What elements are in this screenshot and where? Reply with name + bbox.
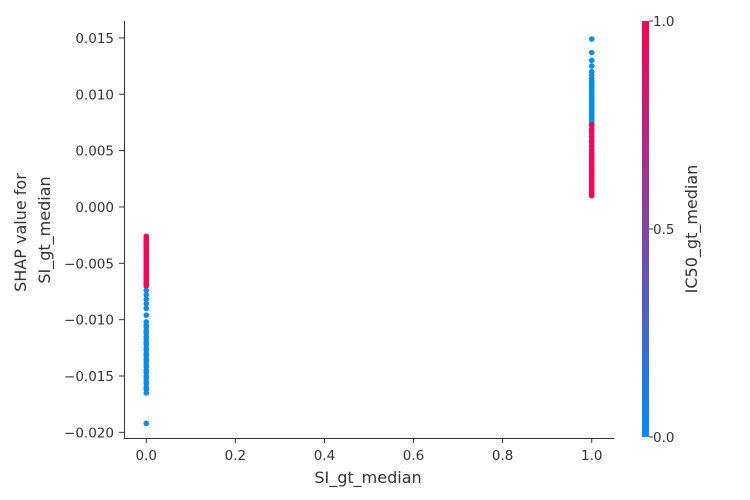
y-tick-label: 0.005: [75, 144, 114, 160]
y-axis-title-line-1: SHAP value for: [11, 173, 30, 292]
scatter-point: [588, 192, 595, 199]
scatter-point: [143, 292, 150, 298]
x-tick-label: 0.2: [225, 448, 246, 464]
y-axis-title: SHAP value for SI_gt_median: [11, 168, 55, 292]
y-tick-label: −0.020: [64, 425, 114, 441]
y-tick-label: 0.010: [75, 87, 114, 103]
scatter-point: [143, 283, 150, 289]
axes: 0.0 0.2 0.4 0.6 0.8 1.0 0.015 0.010 0.005 0.000 −…: [64, 21, 614, 464]
scatter-point: [143, 296, 150, 303]
colorbar-tick-label: 0.5: [653, 222, 674, 238]
colorbar-gradient: [642, 21, 649, 437]
scatter-point: [143, 305, 150, 312]
scatter-point: [588, 129, 595, 136]
scatter-point: [588, 36, 595, 42]
scatter-point: [588, 63, 595, 69]
y-tick-label: −0.015: [64, 369, 114, 385]
y-tick-label: −0.005: [64, 256, 114, 272]
colorbar-tick-label: 0.0: [653, 430, 674, 446]
x-tick-label: 0.8: [492, 448, 513, 464]
x-tick-label: 0.6: [403, 448, 424, 464]
x-tick-label: 0.0: [136, 448, 157, 464]
colorbar-ticks: 0.0 0.5 1.0: [649, 14, 674, 446]
scatter-point: [143, 312, 150, 318]
x-ticks: 0.0 0.2 0.4 0.6 0.8 1.0: [136, 438, 602, 464]
scatter-point: [588, 57, 595, 64]
y-ticks: 0.015 0.010 0.005 0.000 −0.005 −0.010 −0.015 −0…: [64, 31, 124, 441]
scatter-point: [143, 420, 150, 427]
scatter-points: [143, 36, 595, 427]
y-tick-label: −0.010: [64, 313, 114, 329]
y-tick-label: 0.015: [75, 31, 114, 47]
scatter-point: [143, 301, 150, 307]
scatter-point: [588, 49, 595, 56]
scatter-point: [588, 138, 595, 145]
x-tick-label: 1.0: [581, 448, 602, 464]
colorbar-tick-label: 1.0: [653, 14, 674, 30]
scatter-point: [588, 121, 595, 128]
colorbar: 0.0 0.5 1.0 IC50_gt_median: [642, 14, 702, 446]
y-tick-label: 0.000: [75, 200, 114, 216]
x-tick-label: 0.4: [314, 448, 335, 464]
colorbar-title: IC50_gt_median: [682, 165, 702, 294]
scatter-point: [588, 134, 595, 140]
scatter-point: [143, 319, 150, 325]
y-axis-title-line-2: SI_gt_median: [35, 176, 55, 283]
x-axis-title: SI_gt_median: [314, 468, 421, 488]
scatter-point: [588, 143, 595, 149]
scatter-point: [143, 287, 150, 294]
